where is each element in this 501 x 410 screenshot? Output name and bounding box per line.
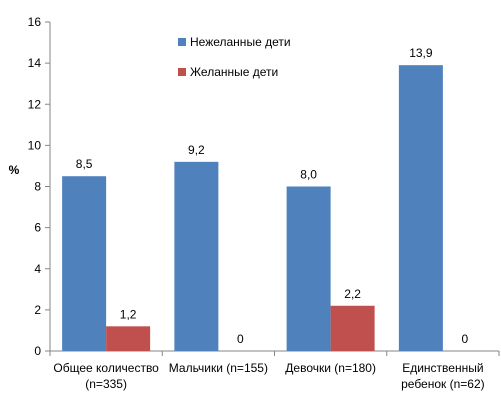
- axes: 0 2 4 6 8 10 12 14 16% Общее количество (n=335) Мал…: [9, 15, 500, 391]
- data-label: 1,2: [120, 307, 137, 321]
- y-tick-label: 0: [34, 344, 41, 358]
- y-tick-label: 14: [28, 56, 42, 70]
- y-tick-label: 12: [28, 97, 42, 111]
- legend-swatch: [178, 68, 186, 76]
- bar: [286, 186, 331, 351]
- legend-label: Желанные дети: [190, 65, 278, 79]
- y-tick-label: 4: [34, 262, 41, 276]
- x-category-label: Девочки (n=180): [285, 361, 376, 375]
- bar: [174, 161, 219, 351]
- bar: [330, 305, 375, 351]
- legend: Нежеланные дети Желанные дети: [178, 35, 291, 79]
- bar: [398, 65, 443, 352]
- y-tick-label: 8: [34, 180, 41, 194]
- x-category-label: Единственный ребенок (n=62): [401, 361, 485, 391]
- y-tick-label: 10: [28, 138, 42, 152]
- data-label: 0: [237, 332, 244, 346]
- x-category-label-line: Общее количество: [53, 361, 159, 375]
- data-labels: 8,5 1,2 9,2 0 8,0 2,2 13,9 0: [76, 46, 469, 346]
- y-tick-label: 2: [34, 303, 41, 317]
- x-category-label-line: ребенок (n=62): [401, 377, 485, 391]
- data-label: 13,9: [409, 46, 433, 60]
- x-category-label-line: Единственный: [402, 361, 483, 375]
- legend-label: Нежеланные дети: [190, 35, 291, 49]
- y-tick-label: 16: [28, 15, 42, 29]
- x-category-label-line: (n=335): [85, 377, 127, 391]
- bar: [62, 176, 107, 351]
- data-label: 8,5: [76, 157, 93, 171]
- legend-swatch: [178, 38, 186, 46]
- data-label: 0: [462, 332, 469, 346]
- bar: [106, 326, 151, 351]
- data-label: 8,0: [300, 168, 317, 182]
- x-category-label: Мальчики (n=155): [169, 361, 268, 375]
- x-category-label-line: Мальчики (n=155): [169, 361, 268, 375]
- x-category-label-line: Девочки (n=180): [285, 361, 376, 375]
- y-tick-label: 6: [34, 221, 41, 235]
- data-label: 9,2: [188, 143, 205, 157]
- bars: [62, 65, 443, 352]
- x-category-label: Общее количество (n=335): [53, 361, 159, 391]
- y-axis-title: %: [9, 163, 20, 177]
- data-label: 2,2: [344, 287, 361, 301]
